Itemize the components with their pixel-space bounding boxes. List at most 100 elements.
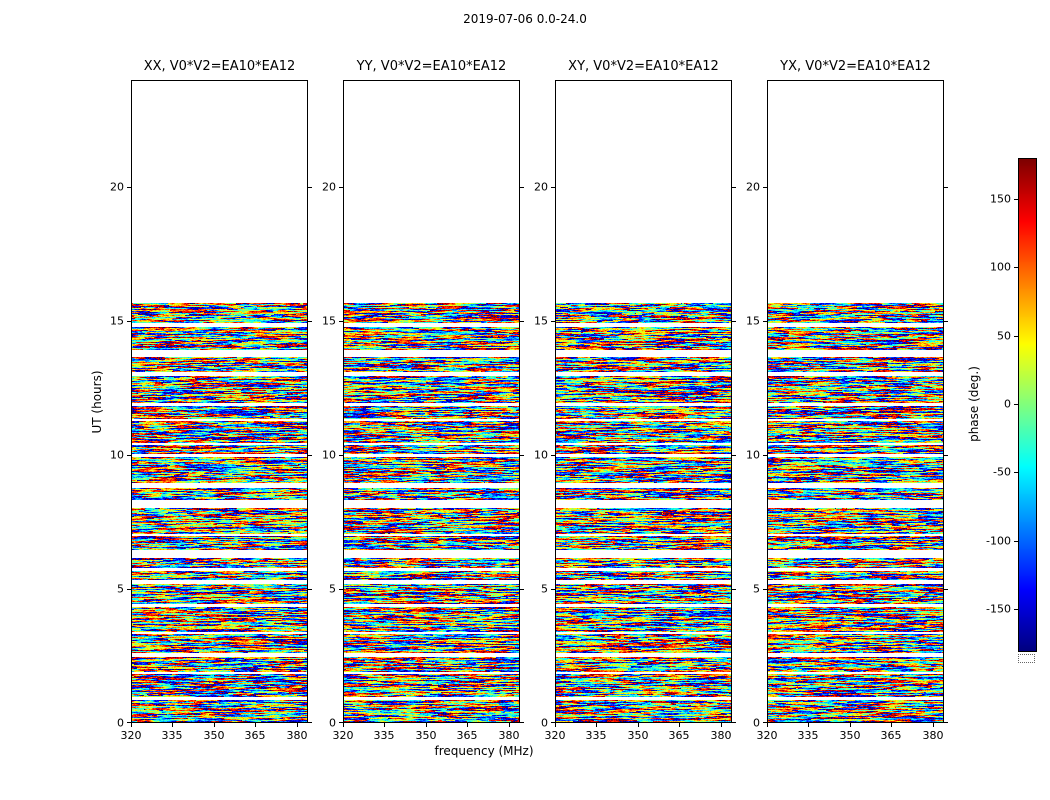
x-tick [131, 723, 132, 727]
y-tick [339, 589, 343, 590]
x-tick [721, 723, 722, 727]
y-tick [127, 589, 131, 590]
x-tick-label: 350 [839, 729, 861, 742]
y-tick [339, 722, 343, 723]
y-tick-label: 0 [753, 716, 760, 730]
colorbar-label: phase (deg.) [967, 366, 981, 442]
heatmap-canvas-yy [343, 80, 520, 723]
y-tick-label: 15 [110, 314, 124, 328]
y-tick [732, 321, 736, 322]
y-tick [763, 589, 767, 590]
x-tick [638, 723, 639, 727]
y-tick-label: 10 [534, 448, 548, 462]
x-tick [596, 723, 597, 727]
x-tick [808, 723, 809, 727]
y-tick-label: 5 [117, 582, 124, 596]
subplot-yx-title: YX, V0*V2=EA10*EA12 [780, 59, 931, 74]
y-tick-label: 5 [541, 582, 548, 596]
x-tick-label: 365 [456, 729, 478, 742]
y-tick [520, 187, 524, 188]
y-tick-label: 20 [746, 180, 760, 194]
x-tick-label: 380 [710, 729, 732, 742]
x-tick [297, 723, 298, 727]
y-tick [763, 321, 767, 322]
y-tick [339, 321, 343, 322]
subplot-xy: XY, V0*V2=EA10*EA12 [555, 59, 732, 723]
x-tick-label: 350 [415, 729, 437, 742]
y-tick [551, 187, 555, 188]
y-tick [551, 722, 555, 723]
x-tick [679, 723, 680, 727]
subplot-xx: XX, V0*V2=EA10*EA12 [131, 59, 308, 723]
y-tick-label: 0 [329, 716, 336, 730]
x-tick [172, 723, 173, 727]
y-tick [308, 455, 312, 456]
y-tick [308, 722, 312, 723]
y-tick [339, 455, 343, 456]
subplot-yy: YY, V0*V2=EA10*EA12 [343, 59, 520, 723]
x-tick-label: 380 [922, 729, 944, 742]
y-tick [308, 589, 312, 590]
colorbar-tick [1014, 267, 1018, 268]
heatmap-canvas-xx [131, 80, 308, 723]
x-tick-label: 350 [627, 729, 649, 742]
x-axis-label: frequency (MHz) [434, 744, 534, 758]
y-tick [551, 455, 555, 456]
x-tick-label: 365 [880, 729, 902, 742]
colorbar-extend-box [1018, 654, 1035, 663]
y-tick [551, 589, 555, 590]
y-tick [127, 722, 131, 723]
y-tick [551, 321, 555, 322]
colorbar-tick [1014, 199, 1018, 200]
subplot-yy-title: YY, V0*V2=EA10*EA12 [356, 59, 507, 74]
y-tick [308, 321, 312, 322]
y-tick [763, 187, 767, 188]
x-tick-label: 365 [244, 729, 266, 742]
colorbar-tick-label: -100 [986, 534, 1011, 548]
colorbar-tick [1014, 609, 1018, 610]
y-tick [520, 722, 524, 723]
y-tick [763, 722, 767, 723]
y-tick [944, 455, 948, 456]
x-tick [933, 723, 934, 727]
y-tick [732, 187, 736, 188]
y-tick [127, 187, 131, 188]
colorbar [1018, 158, 1037, 652]
x-tick [384, 723, 385, 727]
x-tick [555, 723, 556, 727]
x-tick-label: 335 [161, 729, 183, 742]
y-tick-label: 20 [534, 180, 548, 194]
x-tick [767, 723, 768, 727]
x-tick-label: 335 [585, 729, 607, 742]
y-tick [127, 455, 131, 456]
colorbar-tick [1014, 404, 1018, 405]
y-tick [944, 321, 948, 322]
x-tick-label: 320 [332, 729, 354, 742]
subplot-yx: YX, V0*V2=EA10*EA12 [767, 59, 944, 723]
x-tick-label: 380 [286, 729, 308, 742]
x-tick [509, 723, 510, 727]
x-tick [850, 723, 851, 727]
colorbar-tick-label: -150 [986, 602, 1011, 616]
y-tick [520, 321, 524, 322]
x-tick [343, 723, 344, 727]
y-tick [308, 187, 312, 188]
x-tick [426, 723, 427, 727]
colorbar-tick-label: 0 [1004, 397, 1011, 411]
x-tick-label: 350 [203, 729, 225, 742]
x-tick [255, 723, 256, 727]
y-tick-label: 10 [322, 448, 336, 462]
y-tick-label: 15 [534, 314, 548, 328]
y-tick-label: 20 [322, 180, 336, 194]
colorbar-tick [1014, 472, 1018, 473]
heatmap-canvas-yx [767, 80, 944, 723]
y-tick-label: 10 [746, 448, 760, 462]
colorbar-tick [1014, 336, 1018, 337]
colorbar-tick [1014, 541, 1018, 542]
colorbar-tick-label: 50 [997, 329, 1011, 343]
x-tick [467, 723, 468, 727]
y-tick [732, 722, 736, 723]
y-tick [127, 321, 131, 322]
y-tick [520, 455, 524, 456]
y-tick [732, 455, 736, 456]
